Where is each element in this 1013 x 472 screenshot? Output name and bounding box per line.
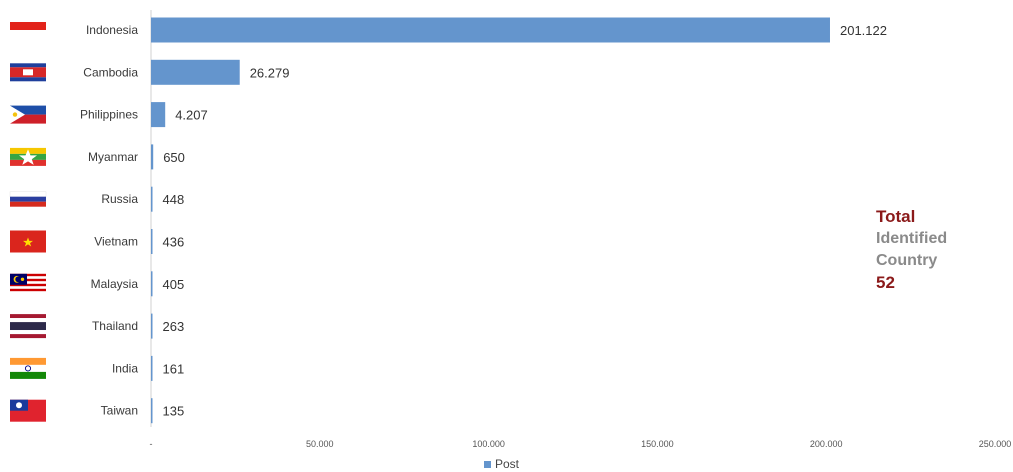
value-label: 650 bbox=[163, 150, 185, 165]
x-tick-label: 200.000 bbox=[810, 439, 843, 449]
malaysia-flag-icon bbox=[10, 273, 46, 294]
category-label: Russia bbox=[101, 192, 138, 206]
bar-taiwan bbox=[151, 398, 153, 424]
identified-label: Identified bbox=[876, 230, 948, 247]
value-label: 26.279 bbox=[250, 65, 290, 80]
value-label: 161 bbox=[163, 361, 185, 376]
category-label: Cambodia bbox=[83, 65, 138, 79]
category-label: Malaysia bbox=[91, 277, 139, 291]
taiwan-flag-icon bbox=[10, 399, 46, 422]
total-count: 52 bbox=[876, 273, 895, 292]
category-label: Taiwan bbox=[101, 404, 138, 418]
total-title: Total bbox=[876, 207, 916, 226]
russia-flag-icon bbox=[9, 191, 47, 207]
bar-thailand bbox=[151, 313, 153, 339]
category-label: India bbox=[112, 361, 138, 375]
category-label: Vietnam bbox=[94, 235, 138, 249]
bar-indonesia bbox=[151, 17, 830, 43]
legend-label: Post bbox=[495, 457, 520, 471]
value-label: 405 bbox=[163, 277, 185, 292]
bar-myanmar bbox=[151, 144, 154, 170]
value-label: 436 bbox=[163, 235, 185, 250]
cambodia-flag-icon bbox=[10, 63, 46, 82]
legend-swatch bbox=[484, 461, 491, 468]
x-tick-label: 50.000 bbox=[306, 439, 334, 449]
myanmar-flag-icon bbox=[10, 147, 46, 166]
country-label: Country bbox=[876, 252, 938, 269]
thailand-flag-icon bbox=[10, 314, 46, 339]
total-summary: Total Identified Country 52 bbox=[876, 206, 1006, 294]
value-label: 448 bbox=[163, 192, 185, 207]
vietnam-flag-icon bbox=[10, 230, 46, 253]
value-label: 4.207 bbox=[175, 108, 208, 123]
bar-india bbox=[151, 355, 153, 381]
bar-malaysia bbox=[151, 271, 153, 297]
category-label: Myanmar bbox=[88, 150, 138, 164]
x-tick-label: - bbox=[150, 439, 153, 449]
legend: Post bbox=[484, 457, 520, 471]
philippines-flag-icon bbox=[10, 105, 46, 124]
value-label: 201.122 bbox=[840, 23, 887, 38]
bar-russia bbox=[151, 186, 153, 212]
category-label: Indonesia bbox=[86, 23, 138, 37]
value-label: 263 bbox=[163, 319, 185, 334]
indonesia-flag-icon bbox=[10, 22, 46, 38]
india-flag-icon bbox=[10, 357, 46, 379]
x-tick-label: 250.000 bbox=[979, 439, 1012, 449]
bar-vietnam bbox=[151, 229, 153, 254]
category-label: Thailand bbox=[92, 319, 138, 333]
bar-philippines bbox=[151, 102, 166, 128]
x-tick-label: 150.000 bbox=[641, 439, 674, 449]
category-label: Philippines bbox=[80, 108, 138, 122]
value-label: 135 bbox=[163, 404, 185, 419]
x-tick-label: 100.000 bbox=[472, 439, 505, 449]
bar-cambodia bbox=[151, 59, 240, 85]
